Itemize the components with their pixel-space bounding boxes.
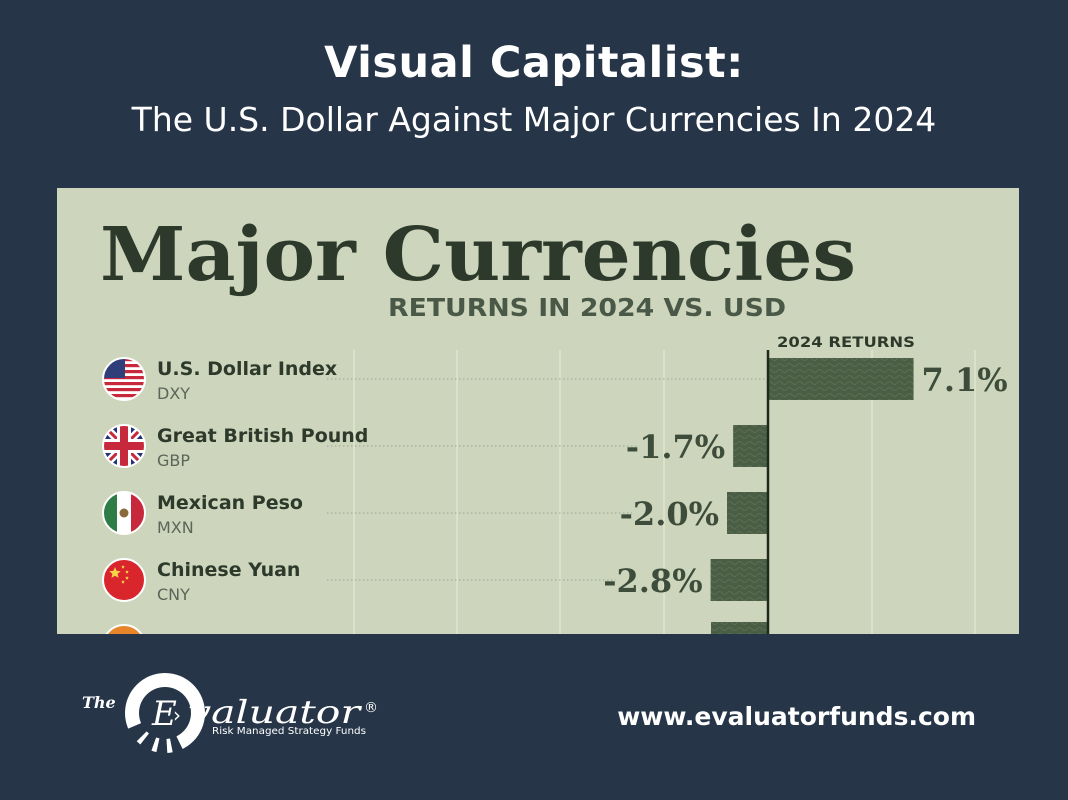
bar (727, 492, 768, 534)
currency-row: U.S. Dollar Index DXY 7.1% (102, 357, 1008, 403)
page-subtitle: The U.S. Dollar Against Major Currencies… (131, 100, 937, 139)
value-label: -2.0% (620, 495, 719, 533)
evaluator-logo: The E › valuator ® Risk Managed Strategy… (82, 673, 378, 765)
currency-code: GBP (157, 451, 190, 470)
currency-name: Mexican Peso (157, 492, 303, 514)
chart-panel: Major Currencies RETURNS IN 2024 VS. USD… (57, 188, 1019, 634)
value-label: -1.7% (626, 428, 725, 466)
logo-e-letter: E (151, 694, 177, 734)
china-flag-icon (102, 558, 146, 602)
value-label: 7.1% (922, 361, 1008, 399)
logo-name: valuator (188, 693, 362, 731)
bar-chart: Major Currencies RETURNS IN 2024 VS. USD… (100, 212, 1008, 634)
chart-title: Major Currencies (100, 212, 856, 298)
currency-code: DXY (157, 384, 190, 403)
us-flag-icon (102, 357, 146, 401)
currency-row: Great British Pound GBP -1.7% (102, 424, 768, 470)
uk-flag-icon (102, 424, 146, 468)
website-url[interactable]: www.evaluatorfunds.com (617, 702, 976, 731)
currency-name: Chinese Yuan (157, 559, 300, 581)
value-label: -2.8% (603, 562, 702, 600)
currency-row: Mexican Peso MXN -2.0% (102, 491, 768, 537)
column-label: 2024 RETURNS (777, 335, 915, 351)
currency-row: Chinese Yuan CNY -2.8% (102, 558, 768, 604)
logo-the-text: The (82, 693, 116, 712)
currency-name: U.S. Dollar Index (157, 358, 337, 380)
bar (768, 358, 914, 400)
bar (710, 559, 768, 601)
india-flag-icon (105, 624, 143, 634)
chart-subtitle: RETURNS IN 2024 VS. USD (388, 293, 786, 322)
bar (733, 425, 768, 467)
currency-name: Great British Pound (157, 425, 368, 447)
logo-registered-mark: ® (364, 700, 378, 716)
currency-code: MXN (157, 518, 194, 537)
logo-arrow-icon: › (173, 703, 181, 727)
logo-tagline: Risk Managed Strategy Funds (212, 726, 366, 737)
logo-sunburst-icon (125, 673, 205, 765)
currency-code: CNY (157, 585, 190, 604)
bar (711, 622, 768, 634)
page-title: Visual Capitalist: (324, 38, 744, 88)
mexico-flag-icon (102, 491, 146, 535)
